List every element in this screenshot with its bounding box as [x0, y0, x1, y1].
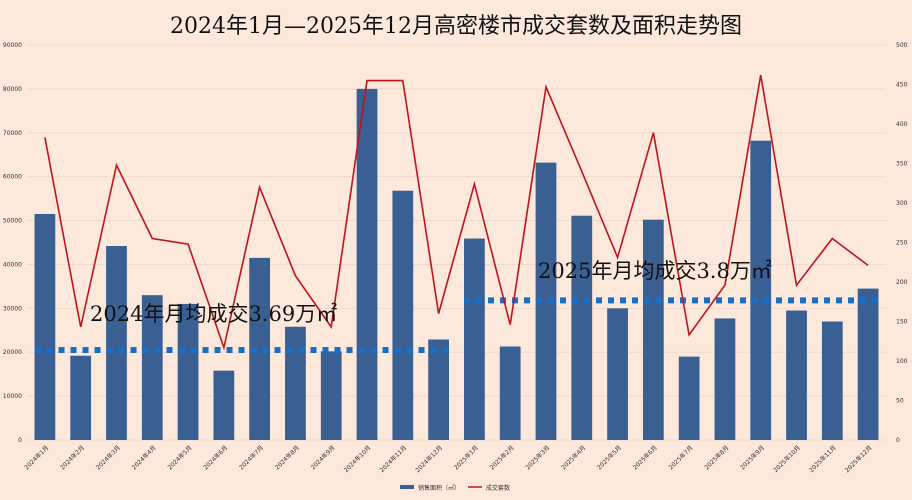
x-axis-label: 2024年2月 — [58, 444, 86, 472]
x-axis-label: 2024年7月 — [237, 444, 265, 472]
area-bar — [857, 288, 879, 440]
area-bar — [786, 310, 807, 440]
x-axis-label: 2025年4月 — [560, 444, 588, 472]
legend: 销售面积（㎡） 成交套数 — [400, 484, 510, 492]
left-axis-tick: 50000 — [3, 218, 22, 225]
area-bar — [141, 295, 163, 440]
x-axis-label: 2025年8月 — [703, 444, 731, 472]
right-axis-tick: 0 — [896, 437, 900, 444]
x-axis-label: 2024年12月 — [414, 444, 444, 474]
right-axis-tick: 50 — [896, 398, 904, 405]
x-axis-label: 2025年5月 — [595, 444, 623, 472]
right-axis-tick: 500 — [896, 42, 908, 49]
area-bar — [356, 88, 378, 440]
annotation-2024-average: 2024年月均成交3.69万㎡ — [90, 302, 337, 326]
legend-bar-label: 销售面积（㎡） — [418, 484, 460, 492]
right-axis-tick: 300 — [896, 200, 908, 207]
right-axis: 0 50 100 150 200 250 300 350 400 450 500 — [896, 42, 908, 444]
right-axis-tick: 400 — [896, 121, 908, 128]
area-bar — [571, 215, 593, 440]
x-axis-label: 2024年1月 — [23, 444, 51, 472]
area-bar — [320, 351, 342, 440]
x-axis-label: 2024年11月 — [378, 444, 408, 474]
left-axis-tick: 80000 — [3, 86, 22, 93]
right-axis-tick: 350 — [896, 161, 908, 168]
x-axis-label: 2025年7月 — [667, 444, 695, 472]
left-axis-tick: 90000 — [3, 42, 22, 49]
left-axis-tick: 30000 — [3, 305, 22, 312]
area-bar — [750, 140, 772, 440]
area-bars — [34, 88, 879, 440]
left-axis-tick: 40000 — [3, 261, 22, 268]
average-lines — [34, 297, 879, 354]
area-bar — [34, 213, 56, 440]
x-axis-label: 2024年5月 — [166, 444, 194, 472]
legend-bar-swatch — [400, 485, 414, 489]
area-bar — [285, 326, 306, 440]
area-bar — [678, 356, 700, 440]
x-axis-label: 2025年2月 — [488, 444, 516, 472]
left-axis-tick: 10000 — [3, 393, 22, 400]
area-bar — [607, 308, 628, 440]
area-bar — [821, 321, 843, 440]
legend-line-label: 成交套数 — [486, 484, 510, 492]
count-line — [44, 74, 869, 351]
chart-title: 2024年1月—2025年12月高密楼市成交套数及面积走势图 — [170, 14, 742, 39]
area-bar — [106, 246, 127, 440]
area-bar — [642, 219, 664, 440]
x-axis-label: 2024年4月 — [130, 444, 158, 472]
area-bar — [392, 190, 414, 440]
area-bar — [70, 355, 92, 440]
x-axis-label: 2025年12月 — [843, 444, 873, 474]
area-bar — [535, 162, 557, 440]
left-axis-tick: 20000 — [3, 349, 22, 356]
annotation-2025-average: 2025年月均成交3.8万㎡ — [538, 259, 772, 283]
x-axis-label: 2024年6月 — [202, 444, 230, 472]
area-bar — [464, 238, 485, 440]
x-axis-label: 2025年6月 — [631, 444, 659, 472]
x-axis-label: 2024年3月 — [94, 444, 122, 472]
x-axis-label: 2025年10月 — [772, 444, 802, 474]
left-axis-tick: 60000 — [3, 174, 22, 181]
right-axis-tick: 100 — [896, 358, 908, 365]
right-axis-tick: 450 — [896, 82, 908, 89]
area-bar — [714, 318, 736, 440]
right-axis-tick: 150 — [896, 319, 908, 326]
area-bar — [213, 370, 235, 440]
x-axis-label: 2025年11月 — [807, 444, 837, 474]
x-axis-labels: 2024年1月 2024年2月 2024年3月 2024年4月 2024年5月 2024年… — [23, 444, 874, 474]
left-axis: 0 10000 20000 30000 40000 50000 60000 70000 8000… — [3, 42, 22, 444]
left-axis-tick: 0 — [18, 437, 22, 444]
x-axis-label: 2025年9月 — [738, 444, 766, 472]
x-axis-label: 2025年3月 — [524, 444, 552, 472]
x-axis-label: 2025年1月 — [452, 444, 480, 472]
left-axis-tick: 70000 — [3, 130, 22, 137]
area-bar — [499, 346, 521, 440]
x-axis-label: 2024年9月 — [309, 444, 337, 472]
x-axis-label: 2024年10月 — [342, 444, 372, 474]
area-bar — [177, 303, 199, 440]
right-axis-tick: 200 — [896, 279, 908, 286]
area-bar — [428, 339, 449, 440]
average-annotations: 2024年月均成交3.69万㎡ 2025年月均成交3.8万㎡ — [90, 259, 772, 326]
x-axis-label: 2024年8月 — [273, 444, 301, 472]
right-axis-tick: 250 — [896, 240, 908, 247]
area-bar — [249, 257, 271, 440]
